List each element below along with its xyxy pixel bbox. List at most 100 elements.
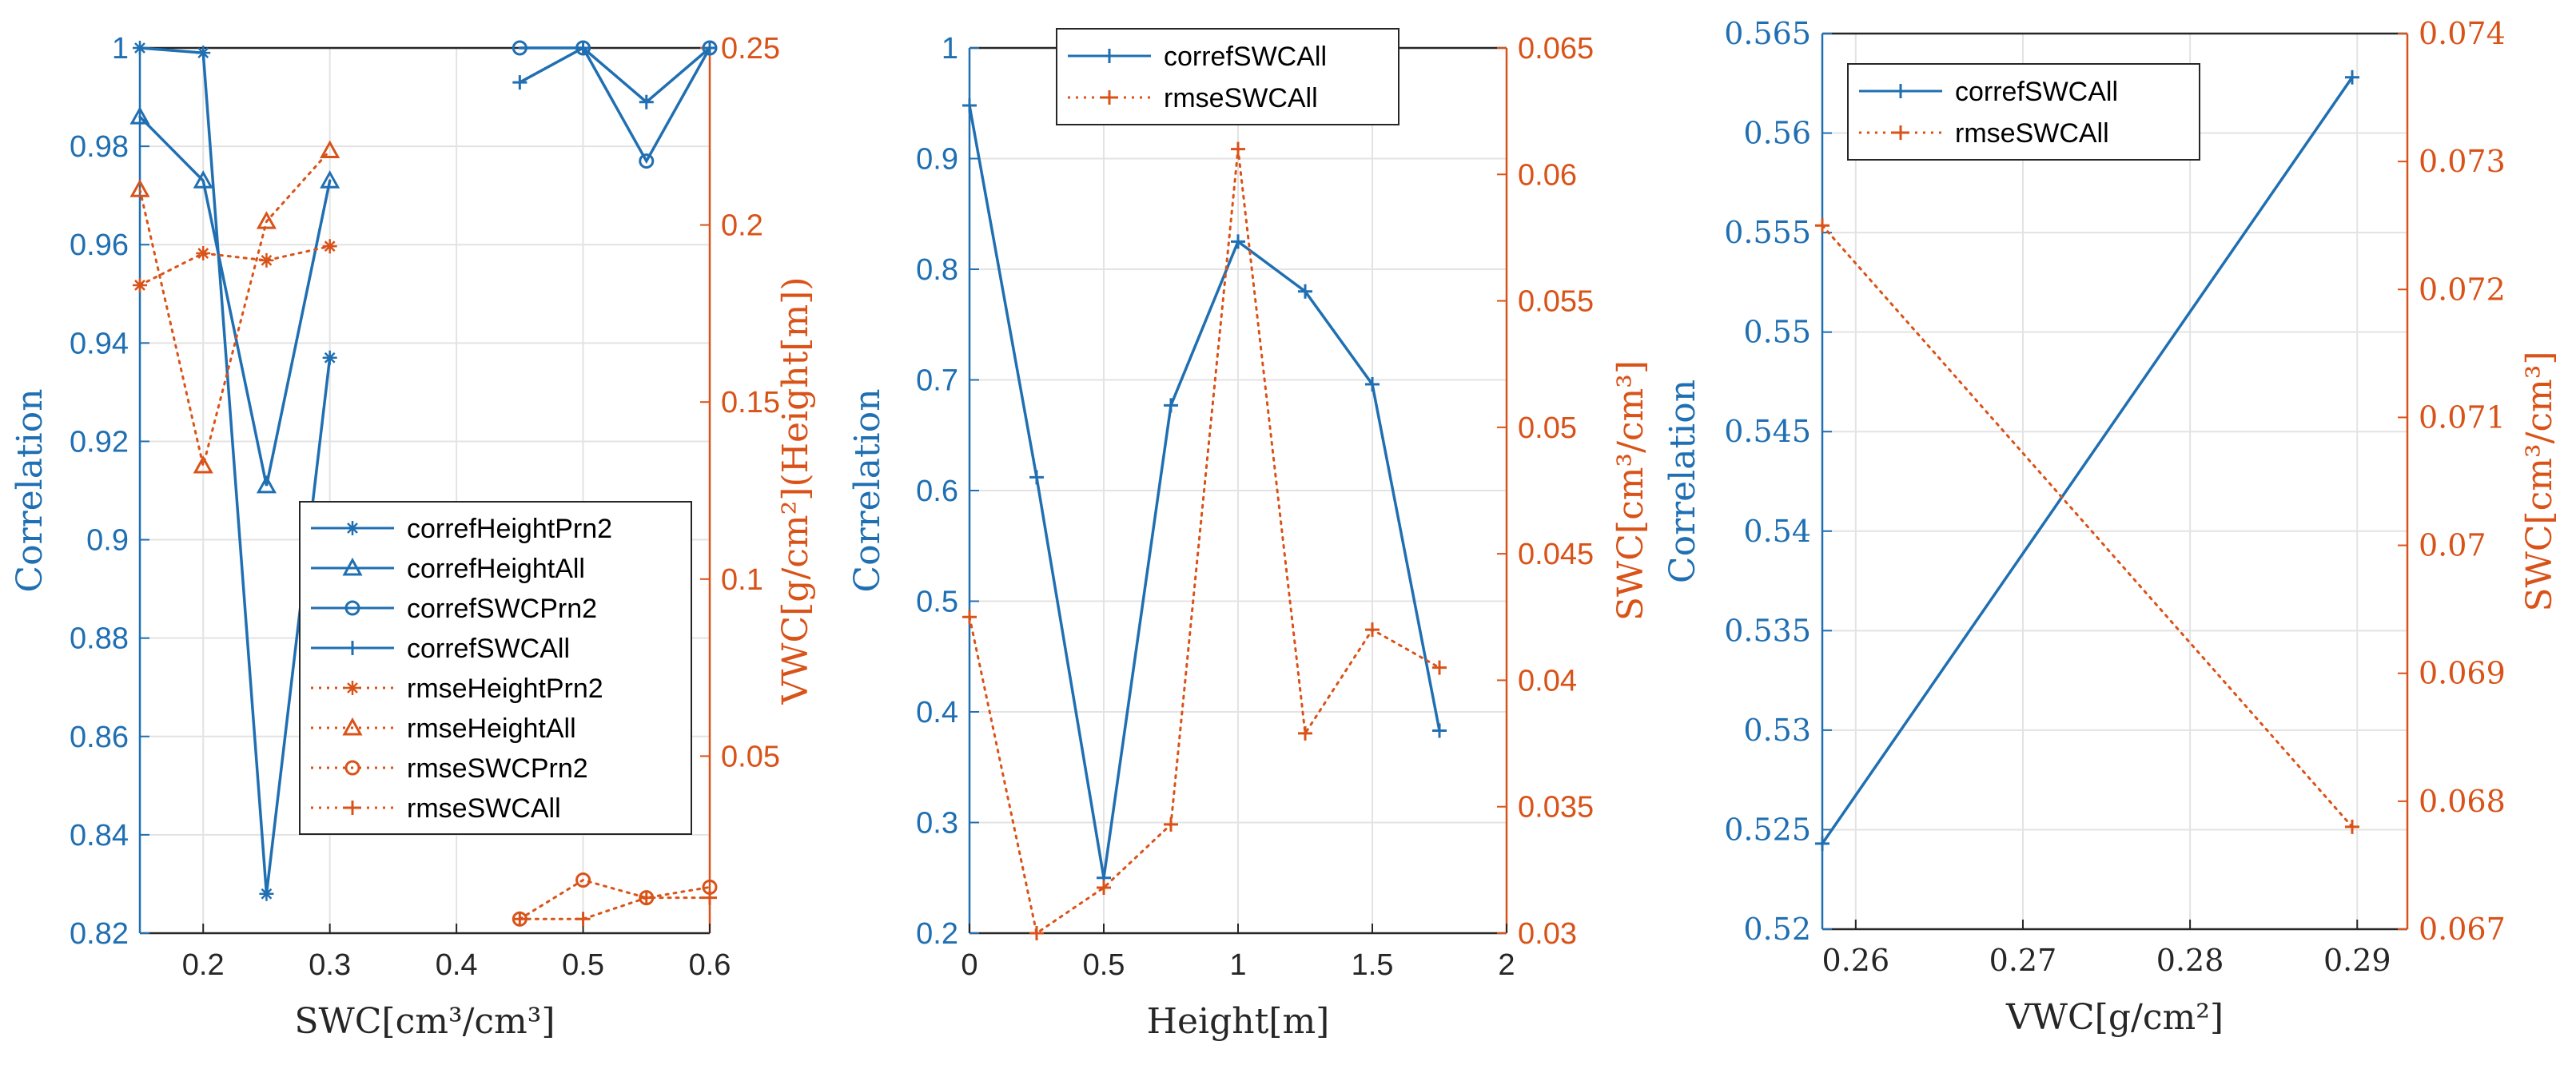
y-tick-label: 0.4 <box>916 696 958 729</box>
data-point <box>196 46 211 61</box>
data-point <box>512 75 528 90</box>
legend-marker <box>1102 49 1117 63</box>
series-rmseHeightAll <box>129 140 340 474</box>
y-right-tick-label: 0.055 <box>1518 285 1594 319</box>
y-right-tick-label: 0.04 <box>1518 664 1577 697</box>
series-line <box>138 46 332 894</box>
data-point <box>256 475 277 494</box>
series-rmseHeightPrn2 <box>133 239 337 292</box>
legend-label: rmseSWCPrn2 <box>407 753 588 784</box>
y-right-tick-label: 0.068 <box>2419 784 2506 819</box>
legend-marker <box>342 717 363 736</box>
legend-marker <box>345 641 360 655</box>
data-point <box>512 40 528 56</box>
series-rmseSWCAll <box>962 141 1447 940</box>
data-point <box>1231 141 1245 157</box>
data-point <box>575 41 591 55</box>
data-point <box>1029 470 1044 485</box>
data-point <box>703 890 717 905</box>
y-right-tick-label: 0.1 <box>721 563 763 597</box>
data-point <box>2344 70 2359 85</box>
x-tick-label: 1 <box>1229 948 1246 982</box>
y-tick-label: 0.8 <box>916 253 958 287</box>
y-axis-label: Correlation <box>847 388 888 592</box>
legend-label: rmseHeightPrn2 <box>407 674 603 704</box>
x-tick-label: 2 <box>1498 948 1515 982</box>
y-right-tick-label: 0.045 <box>1518 538 1594 571</box>
data-point <box>575 912 591 927</box>
grid <box>969 47 1507 934</box>
legend-marker <box>345 801 360 815</box>
y-tick-label: 0.53 <box>1743 713 1811 748</box>
legend-box <box>1056 28 1399 125</box>
y-tick-label: 0.52 <box>1743 912 1811 947</box>
legend-marker <box>1893 84 1908 98</box>
y-tick-label: 0.525 <box>1724 812 1811 847</box>
x-tick-label: 0.6 <box>689 948 731 982</box>
data-point <box>512 912 528 927</box>
y-right-tick-label: 0.067 <box>2419 912 2506 947</box>
y-tick-label: 0.6 <box>916 475 958 508</box>
y-tick-label: 0.56 <box>1743 116 1811 151</box>
y-right-tick-label: 0.072 <box>2419 272 2506 307</box>
data-point <box>639 94 654 109</box>
series-line <box>518 46 711 165</box>
legend-marker <box>342 557 363 576</box>
legend-label: rmseHeightAll <box>407 713 576 744</box>
series-correfSWCAll <box>1815 70 2359 851</box>
legend-label: correfHeightAll <box>407 554 585 584</box>
data-point <box>196 246 211 261</box>
data-point <box>1365 622 1380 638</box>
data-point <box>1298 725 1312 741</box>
y-tick-label: 0.5 <box>916 586 958 619</box>
x-tick-label: 0.27 <box>1989 943 2057 978</box>
series-correfSWCAll <box>962 98 1447 885</box>
data-point <box>1231 234 1245 249</box>
y-tick-label: 0.84 <box>70 819 129 852</box>
y-tick-label: 0.535 <box>1724 613 1811 648</box>
y-tick-label: 0.94 <box>70 327 129 360</box>
y-tick-label: 0.555 <box>1724 215 1811 250</box>
legend-marker <box>344 760 360 776</box>
y-tick-label: 0.54 <box>1743 514 1811 549</box>
data-point <box>962 98 977 113</box>
y-right-tick-label: 0.03 <box>1518 917 1577 951</box>
series-correfSWCAll <box>512 41 717 109</box>
y-right-tick-label: 0.073 <box>2419 144 2506 179</box>
legend-marker <box>345 521 360 535</box>
legend-label: correfSWCAll <box>1955 77 2118 107</box>
y-right-tick-label: 0.069 <box>2419 656 2506 691</box>
legend-marker <box>1102 90 1117 105</box>
data-point <box>703 41 717 55</box>
y-tick-label: 0.545 <box>1724 414 1811 449</box>
data-point <box>320 140 340 159</box>
data-point <box>129 106 150 125</box>
y-right-axis-label: SWC[cm³/cm³] <box>1610 360 1651 621</box>
chart-panel-2: 0 0.5 1 1.5 2 0.2 0.3 0.4 0.5 0.6 0.7 0.8 0.9 1 0.03 0.… <box>847 28 1651 1042</box>
x-tick-label: 0.2 <box>182 948 225 982</box>
data-point <box>320 170 340 189</box>
data-point <box>1365 377 1380 392</box>
legend-label: correfSWCPrn2 <box>407 594 597 624</box>
y-tick-label: 1 <box>112 32 129 66</box>
data-point <box>256 211 277 229</box>
y-right-tick-label: 0.071 <box>2419 399 2506 435</box>
series-line <box>1821 224 2354 829</box>
data-point <box>259 252 274 268</box>
data-point <box>133 277 147 292</box>
x-axis-label: Height[m] <box>1147 1001 1330 1042</box>
data-point <box>1432 723 1447 738</box>
y-tick-label: 0.86 <box>70 721 129 754</box>
legend: correfSWCAll rmseSWCAll <box>1056 28 1399 125</box>
legend-box <box>299 501 692 835</box>
y-right-tick-label: 0.06 <box>1518 158 1577 192</box>
data-point <box>575 872 591 888</box>
series-line <box>1821 76 2354 845</box>
data-point <box>639 153 655 169</box>
data-point <box>1029 926 1044 940</box>
x-axis-label: VWC[g/cm²] <box>2005 997 2224 1038</box>
y-right-tick-label: 0.15 <box>721 386 780 419</box>
y-tick-label: 0.3 <box>916 807 958 840</box>
y-tick-label: 0.7 <box>916 364 958 398</box>
